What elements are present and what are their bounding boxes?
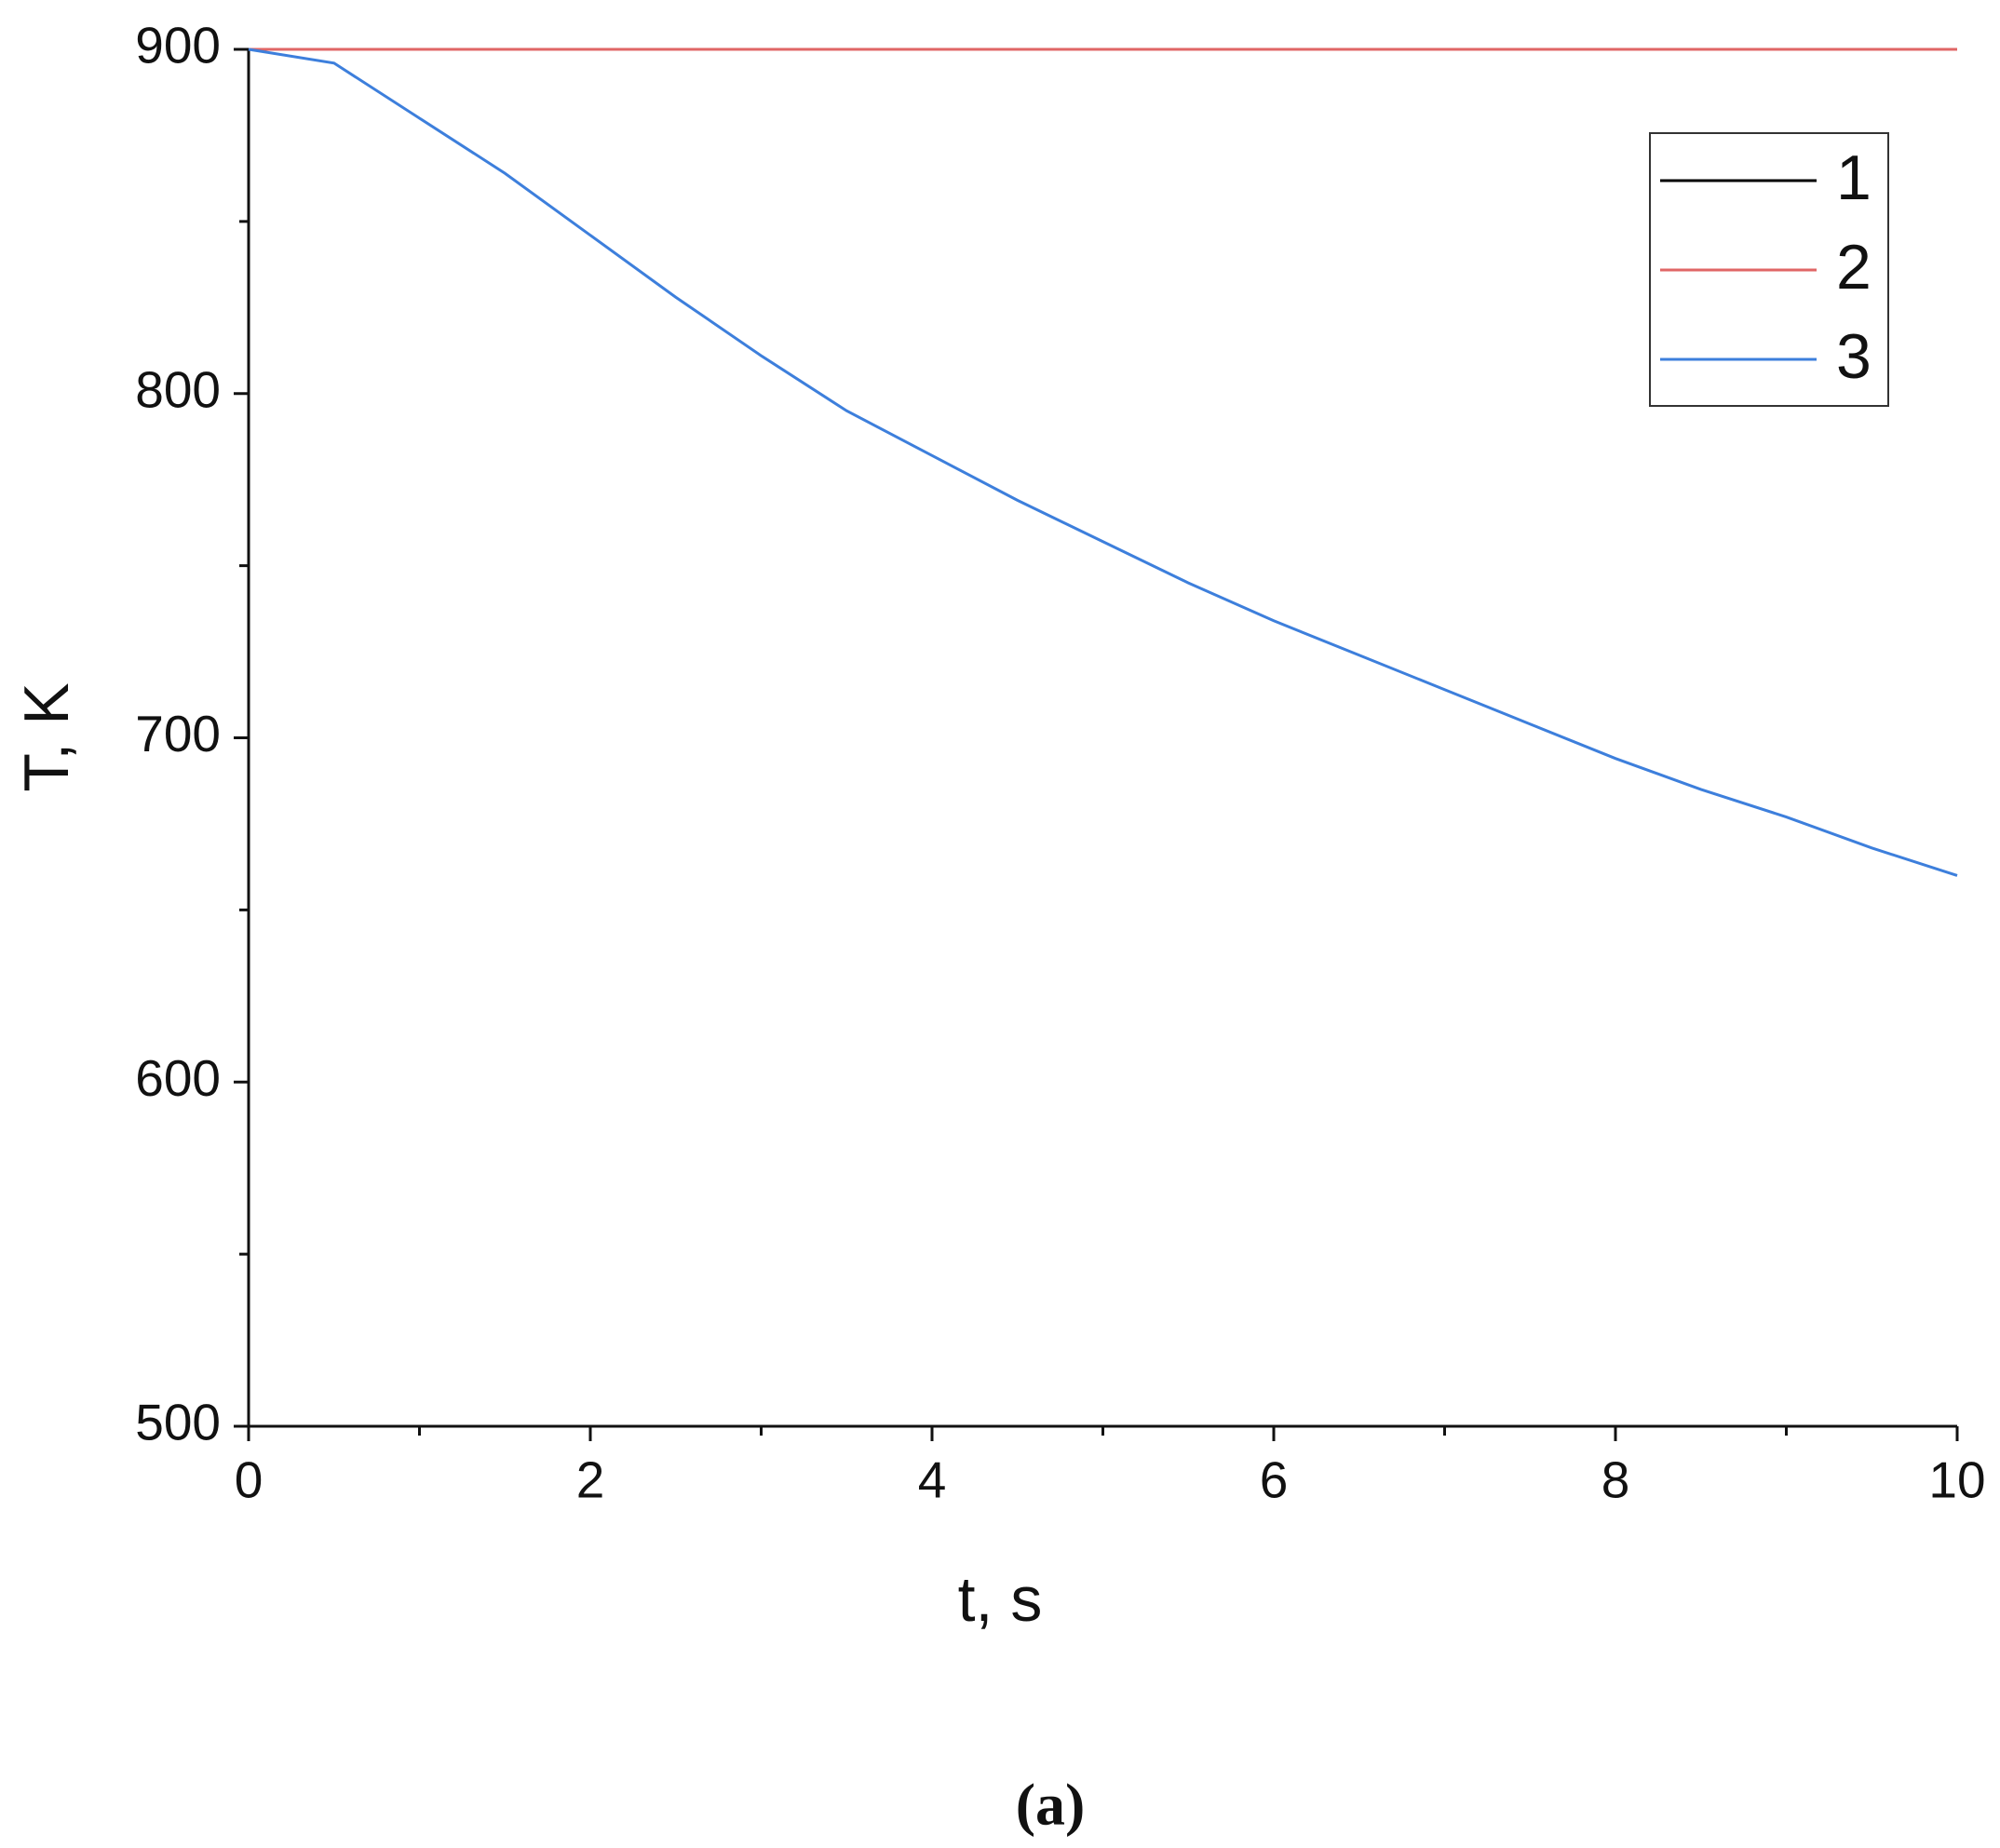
y-tick-label: 600 — [135, 1049, 221, 1107]
y-axis-label: T, K — [11, 682, 82, 791]
y-tick-label: 900 — [135, 17, 221, 74]
legend-label: 3 — [1836, 321, 1872, 392]
x-tick-label: 2 — [576, 1451, 605, 1509]
y-tick-label: 500 — [135, 1394, 221, 1451]
x-tick-label: 8 — [1601, 1451, 1630, 1509]
y-tick-label: 800 — [135, 360, 221, 418]
legend-label: 1 — [1836, 142, 1872, 213]
x-tick-label: 10 — [1928, 1451, 1985, 1509]
data-line — [248, 47, 1958, 877]
legend-label: 2 — [1836, 232, 1872, 303]
x-tick-label: 6 — [1260, 1451, 1289, 1509]
caption: (a) — [1016, 1772, 1086, 1838]
y-tick-label: 700 — [135, 705, 221, 762]
x-tick-label: 4 — [918, 1451, 947, 1509]
x-axis-label: t, s — [958, 1564, 1043, 1635]
x-tick-label: 0 — [235, 1451, 264, 1509]
